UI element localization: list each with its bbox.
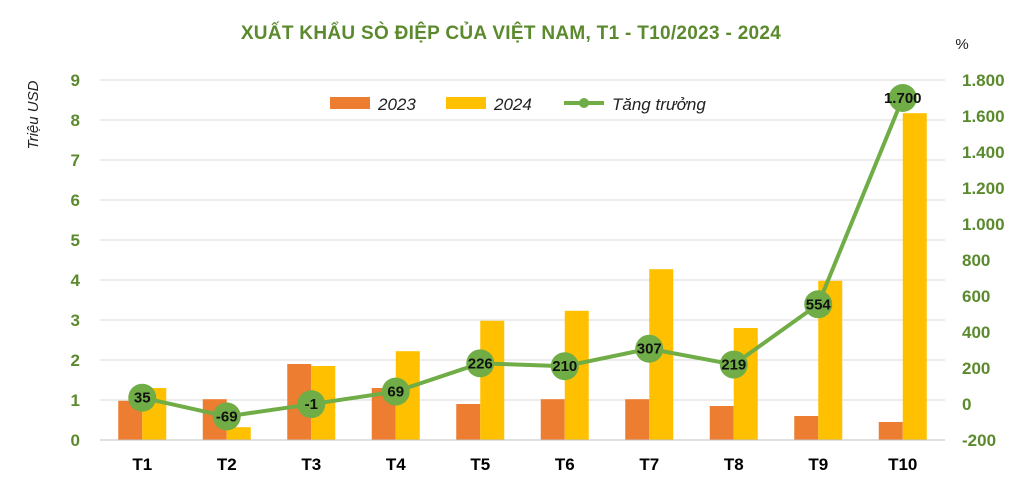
bar-2024 — [226, 427, 251, 440]
y2-tick-label: 1.600 — [962, 107, 1005, 126]
axes: 0 1 2 3 4 5 6 7 8 9 -200 0 200 400 600 800 1.000 1.200 1.4… — [71, 71, 1005, 474]
growth-point — [297, 390, 326, 419]
y2-tick-label: 0 — [962, 395, 971, 414]
growth-point — [381, 377, 410, 406]
y-tick-label: 9 — [71, 71, 80, 90]
y-tick-label: 8 — [71, 111, 80, 130]
legend-label-2024: 2024 — [493, 95, 532, 114]
y2-tick-label: 1.200 — [962, 179, 1005, 198]
growth-point — [719, 350, 748, 379]
bar-2023 — [625, 399, 650, 440]
gridlines — [100, 79, 945, 401]
growth-data-label: -1 — [305, 396, 318, 413]
growth-data-label: 69 — [387, 384, 404, 401]
y-tick-label: 7 — [71, 151, 80, 170]
legend-marker-growth — [579, 98, 589, 108]
bar-2023 — [540, 399, 565, 440]
growth-point — [466, 349, 495, 378]
y2-tick-label: 1.400 — [962, 143, 1005, 162]
growth-point — [128, 383, 157, 412]
growth-point — [635, 334, 664, 363]
y2-tick-label: 600 — [962, 287, 990, 306]
legend-label-growth: Tăng trưởng — [612, 95, 706, 114]
x-tick-label: T2 — [217, 455, 237, 474]
x-tick-label: T9 — [808, 455, 828, 474]
bar-2024 — [480, 320, 505, 440]
legend-swatch-2023 — [330, 97, 370, 109]
bar-2023 — [456, 404, 481, 440]
x-tick-label: T5 — [470, 455, 490, 474]
bars — [118, 113, 927, 440]
x-tick-label: T3 — [301, 455, 321, 474]
y2-tick-label: 1.000 — [962, 215, 1005, 234]
chart-title: XUẤT KHẨU SÒ ĐIỆP CỦA VIỆT NAM, T1 - T10… — [241, 22, 781, 44]
growth-line-path — [141, 97, 905, 419]
y-tick-label: 4 — [71, 271, 81, 290]
y-tick-label: 6 — [71, 191, 80, 210]
y-tick-label: 0 — [71, 431, 80, 450]
y-axis-label: Triệu USD — [25, 80, 42, 149]
growth-point — [212, 402, 241, 431]
legend-swatch-2024 — [446, 97, 486, 109]
growth-data-label: 1.700 — [884, 90, 922, 107]
y2-axis-label: % — [955, 36, 968, 53]
y-tick-label: 2 — [71, 351, 80, 370]
growth-data-label: 210 — [552, 358, 577, 375]
growth-data-label: 219 — [721, 357, 746, 374]
y-tick-label: 5 — [71, 231, 80, 250]
legend-label-2023: 2023 — [377, 95, 416, 114]
growth-data-label: -69 — [216, 408, 238, 425]
growth-point — [804, 290, 833, 319]
x-tick-label: T6 — [555, 455, 575, 474]
growth-data-label: 554 — [806, 296, 832, 313]
growth-point — [888, 84, 917, 112]
y2-tick-label: 400 — [962, 323, 990, 342]
growth-data-label: 307 — [637, 341, 662, 358]
y2-tick-label: 200 — [962, 359, 990, 378]
x-tick-label: T1 — [132, 455, 152, 474]
bar-2024 — [733, 328, 758, 440]
growth-line — [128, 84, 917, 431]
x-tick-label: T4 — [386, 455, 406, 474]
y2-tick-label: -200 — [962, 431, 996, 450]
legend: 2023 2024 Tăng trưởng — [330, 95, 706, 114]
bar-2023 — [794, 416, 819, 440]
bar-2023 — [878, 422, 903, 440]
y-tick-label: 3 — [71, 311, 80, 330]
x-tick-label: T10 — [888, 455, 917, 474]
growth-data-label: 35 — [134, 390, 151, 407]
bar-2023 — [709, 406, 734, 440]
x-tick-label: T8 — [724, 455, 744, 474]
bar-2024 — [902, 113, 927, 440]
y2-tick-label: 800 — [962, 251, 990, 270]
y2-tick-label: 1.800 — [962, 71, 1005, 90]
data-labels: 35 -69 -1 69 226 210 307 219 554 1.700 — [134, 90, 922, 425]
x-tick-label: T7 — [639, 455, 659, 474]
growth-point — [550, 352, 579, 381]
growth-data-label: 226 — [468, 355, 493, 372]
y-tick-label: 1 — [71, 391, 80, 410]
